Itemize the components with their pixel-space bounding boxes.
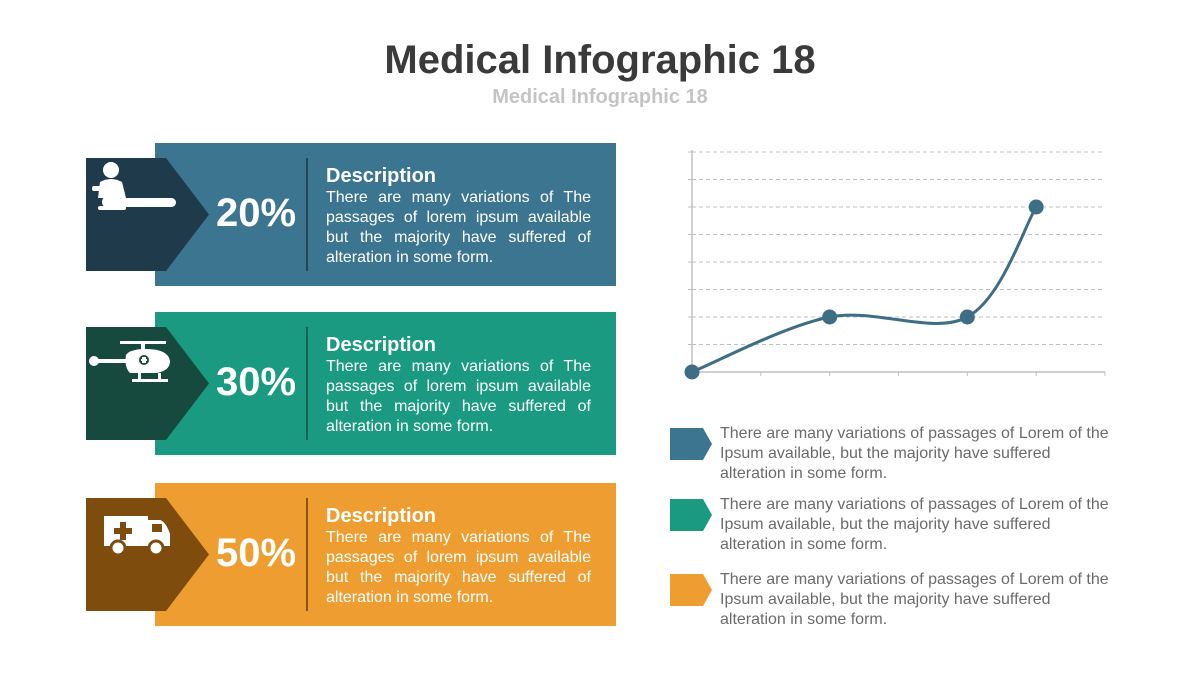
icon-block [86, 327, 209, 440]
stat-card-3: 50% Description There are many variation… [86, 483, 616, 626]
percent-value: 50% [215, 531, 297, 575]
data-point-4 [1028, 199, 1044, 215]
divider [306, 158, 308, 271]
cpr-icon [92, 162, 176, 210]
helicopter-icon [89, 341, 170, 382]
data-point-2 [822, 309, 838, 325]
legend-text: There are many variations of passages of… [720, 496, 1109, 553]
description-heading: Description [326, 505, 437, 527]
legend-text: There are many variations of passages of… [720, 425, 1109, 482]
description-text: There are many variations of The passage… [326, 358, 591, 435]
percent-value: 30% [215, 360, 297, 404]
description-heading: Description [326, 165, 437, 187]
data-point-3 [959, 309, 975, 325]
icon-block [86, 498, 209, 611]
icon-block [86, 158, 209, 271]
legend-item-2: There are many variations of passages of… [670, 495, 1110, 557]
divider [306, 498, 308, 611]
series-line [691, 206, 1038, 374]
description-text: There are many variations of The passage… [326, 189, 591, 266]
card-band [155, 143, 616, 286]
ambulance-icon [104, 516, 170, 557]
legend-marker-orange [670, 574, 712, 606]
card-band [155, 483, 616, 626]
page-subtitle: Medical Infographic 18 [492, 86, 708, 108]
divider [306, 327, 308, 440]
percent-value: 20% [215, 191, 297, 235]
page-title: Medical Infographic 18 [384, 38, 816, 82]
legend-item-3: There are many variations of passages of… [670, 570, 1110, 632]
description-heading: Description [326, 334, 437, 356]
legend-item-1: There are many variations of passages of… [670, 424, 1110, 486]
stat-card-1: 20% Description There are many variation… [86, 143, 616, 286]
legend-marker-teal [670, 499, 712, 531]
data-point-1 [684, 364, 700, 380]
stat-card-2: 30% Description There are many variation… [86, 312, 616, 455]
legend-text: There are many variations of passages of… [720, 571, 1109, 628]
line-chart [684, 150, 1106, 380]
legend-marker-blue [670, 428, 712, 460]
description-text: There are many variations of The passage… [326, 529, 591, 606]
card-band [155, 312, 616, 455]
